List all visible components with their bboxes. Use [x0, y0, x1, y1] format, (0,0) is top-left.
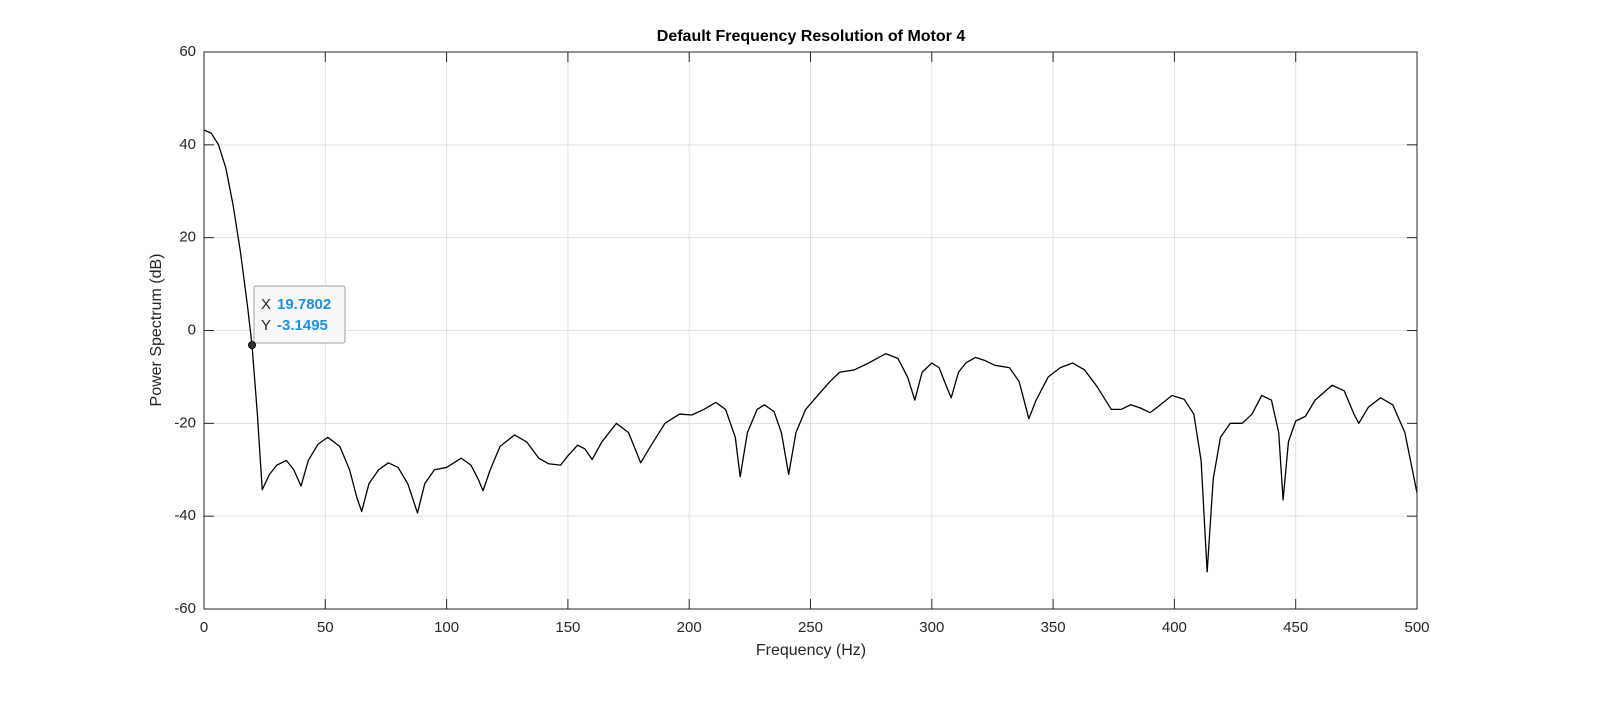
x-tick-label: 200: [677, 619, 702, 636]
datatip-x-value: 19.7802: [277, 296, 331, 313]
x-tick-label: 100: [434, 619, 459, 636]
datatip-x-label: X: [261, 296, 271, 313]
y-tick-label: 20: [179, 229, 196, 246]
x-tick-label: 150: [555, 619, 580, 636]
x-tick-label: 250: [798, 619, 823, 636]
datatip-y-value: -3.1495: [277, 317, 328, 334]
datatip-y-label: Y: [261, 317, 271, 334]
datatip: X 19.7802 Y -3.1495: [247, 285, 346, 350]
y-tick-label: 0: [188, 321, 196, 338]
y-tick-label: 40: [179, 136, 196, 153]
y-tick-label: -20: [174, 414, 196, 431]
datatip-box: [253, 285, 346, 344]
y-tick-label: -60: [174, 600, 196, 617]
x-tick-label: 350: [1041, 619, 1066, 636]
y-tick-label: -40: [174, 507, 196, 524]
chart-title: Default Frequency Resolution of Motor 4: [657, 28, 966, 45]
line-series: [203, 129, 1418, 573]
y-tick-label: 60: [179, 43, 196, 60]
x-axis-label: Frequency (Hz): [756, 642, 866, 659]
x-tick-label: 300: [919, 619, 944, 636]
y-axis-label: Power Spectrum (dB): [148, 254, 165, 407]
axes-box: [203, 51, 1418, 610]
x-tick-label: 400: [1162, 619, 1187, 636]
plot-area: [203, 129, 1418, 573]
x-tick-label: 500: [1404, 619, 1429, 636]
x-tick-label: 450: [1283, 619, 1308, 636]
datatip-marker: [247, 341, 256, 350]
x-tick-label: 50: [317, 619, 334, 636]
x-tick-label: 0: [200, 619, 208, 636]
